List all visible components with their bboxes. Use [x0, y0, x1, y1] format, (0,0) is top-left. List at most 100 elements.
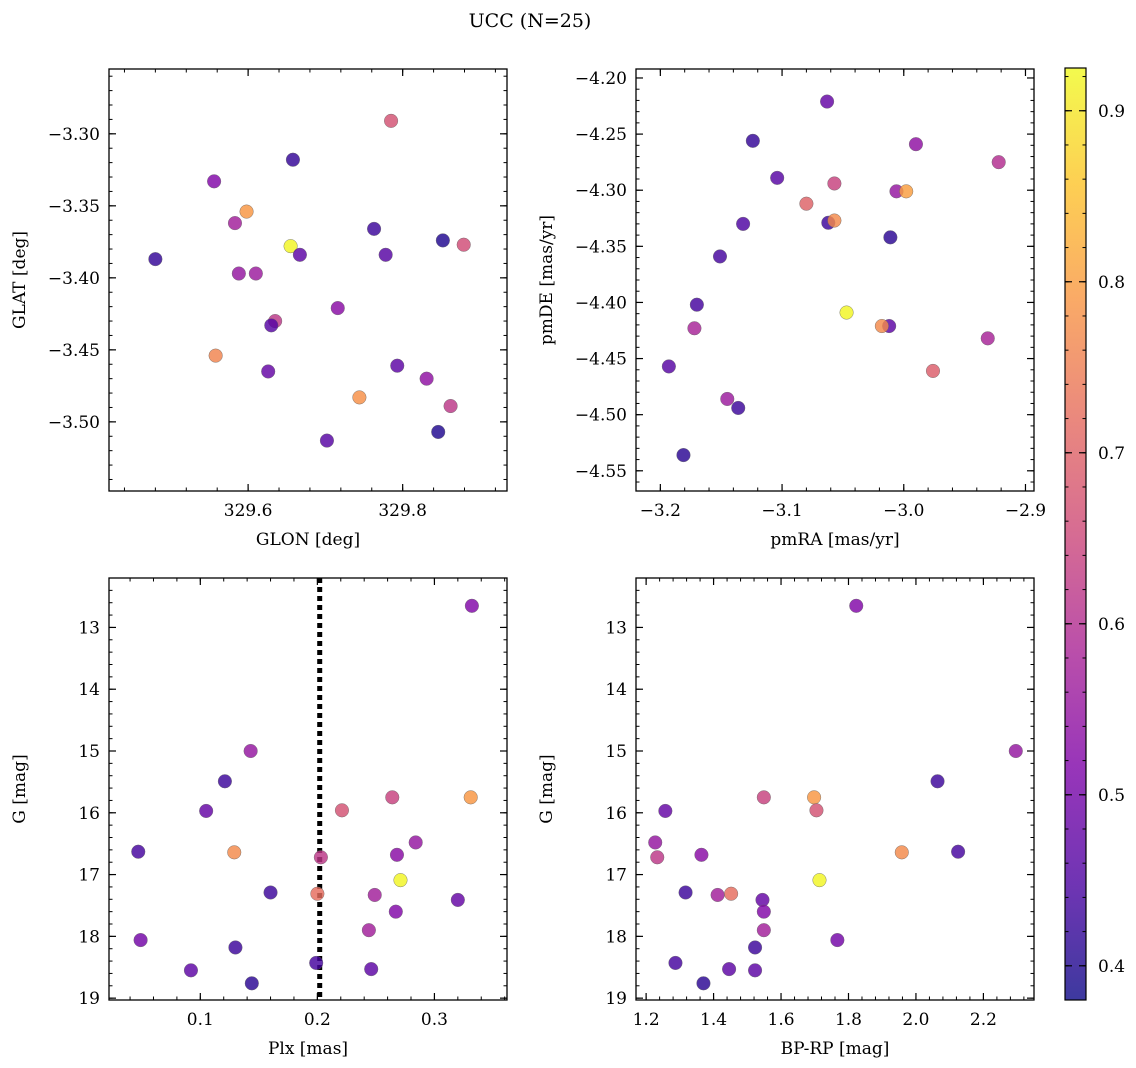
x-axis-label: pmRA [mas/yr] — [770, 530, 899, 550]
scatter-point — [925, 363, 940, 378]
scatter-point — [724, 886, 739, 901]
y-tick-label: 14 — [605, 680, 627, 700]
scatter-point — [309, 955, 324, 970]
scatter-point — [745, 133, 760, 148]
scatter-point — [148, 252, 163, 267]
scatter-point — [991, 155, 1006, 170]
scatter-point — [809, 803, 824, 818]
scatter-point — [849, 598, 864, 613]
colorbar-tick-label: 0.9 — [1098, 102, 1125, 122]
scatter-point — [827, 176, 842, 191]
figure-title: UCC (N=25) — [469, 10, 592, 32]
y-tick-label: 15 — [78, 742, 100, 762]
scatter-point — [419, 371, 434, 386]
scatter-point — [687, 321, 702, 336]
scatter-point — [883, 230, 898, 245]
scatter-point — [812, 873, 827, 888]
scatter-point — [756, 790, 771, 805]
scatter-point — [283, 239, 298, 254]
scatter-point — [839, 305, 854, 320]
scatter-point — [131, 844, 146, 859]
scatter-point — [367, 887, 382, 902]
y-tick-label: −4.45 — [575, 350, 627, 370]
scatter-point — [980, 331, 995, 346]
scatter-point — [264, 318, 279, 333]
scatter-point — [183, 963, 198, 978]
scatter-point — [830, 933, 845, 948]
scatter-point — [650, 850, 665, 865]
colorbar-tick-label: 0.5 — [1098, 786, 1125, 806]
scatter-point — [820, 94, 835, 109]
scatter-point — [661, 359, 676, 374]
y-tick-label: 18 — [605, 927, 627, 947]
scatter-point — [736, 216, 751, 231]
scatter-point — [217, 774, 232, 789]
scatter-point — [456, 237, 471, 252]
y-tick-label: −4.35 — [575, 237, 627, 257]
y-tick-label: −4.25 — [575, 125, 627, 145]
scatter-point — [756, 923, 771, 938]
colorbar-frame — [1064, 67, 1087, 1001]
scatter-point — [748, 963, 763, 978]
scatter-point — [748, 940, 763, 955]
y-tick-label: −3.30 — [48, 125, 100, 145]
x-tick-label: 0.1 — [187, 1010, 214, 1030]
scatter-point — [807, 790, 822, 805]
scatter-point — [668, 955, 683, 970]
scatter-point — [361, 923, 376, 938]
scatter-point — [443, 399, 458, 414]
scatter-point — [208, 348, 223, 363]
scatter-point — [199, 803, 214, 818]
scatter-point — [712, 249, 727, 264]
panel-pmra-pmde: −3.2 −3.1 −3.0 −2.9 −4.20 −4.25 −4.30 −4.35 −4.4… — [537, 68, 1046, 550]
scatter-point — [389, 847, 404, 862]
scatter-point — [330, 301, 345, 316]
y-axis-label: pmDE [mas/yr] — [537, 215, 557, 345]
scatter-point — [908, 137, 923, 152]
scatter-point — [292, 247, 307, 262]
scatter-point — [827, 213, 842, 228]
axes-frame — [108, 577, 508, 1001]
y-tick-label: −3.40 — [48, 269, 100, 289]
y-tick-label: −3.45 — [48, 341, 100, 361]
x-axis-label: BP-RP [mag] — [781, 1039, 890, 1059]
x-tick-label: 1.4 — [700, 1010, 727, 1030]
scatter-point — [689, 297, 704, 312]
scatter-point — [133, 933, 148, 948]
y-tick-label: 19 — [605, 989, 627, 1009]
scatter-point — [319, 433, 334, 448]
scatter-point — [696, 976, 711, 991]
axes-frame — [108, 68, 508, 492]
scatter-point — [1008, 744, 1023, 759]
scatter-point — [385, 790, 400, 805]
y-tick-label: 13 — [605, 618, 627, 638]
scatter-point — [364, 962, 379, 977]
scatter-point — [894, 845, 909, 860]
scatter-point — [244, 976, 259, 991]
x-tick-label: −3.2 — [640, 501, 681, 521]
scatter-point — [228, 940, 243, 955]
scatter-point — [384, 113, 399, 128]
colorbar-gradient — [1065, 68, 1086, 1000]
y-tick-label: 18 — [78, 927, 100, 947]
y-tick-label: 16 — [78, 804, 100, 824]
y-tick-label: 16 — [605, 804, 627, 824]
y-tick-label: −3.50 — [48, 413, 100, 433]
y-tick-label: −4.20 — [575, 69, 627, 89]
scatter-point — [367, 221, 382, 236]
scatter-point — [694, 847, 709, 862]
scatter-point — [227, 216, 242, 231]
scatter-point — [231, 266, 246, 281]
scatter-point — [352, 390, 367, 405]
colorbar: 0.4 0.5 0.6 0.7 0.8 0.9 — [1064, 67, 1125, 1001]
scatter-point — [388, 904, 403, 919]
scatter-point — [243, 744, 258, 759]
axes-frame — [635, 68, 1035, 492]
colorbar-tick-label: 0.4 — [1098, 957, 1125, 977]
x-tick-label: 2.2 — [970, 1010, 997, 1030]
x-tick-label: 329.6 — [224, 501, 273, 521]
x-tick-label: 1.8 — [835, 1010, 862, 1030]
scatter-point — [378, 247, 393, 262]
scatter-point — [263, 885, 278, 900]
